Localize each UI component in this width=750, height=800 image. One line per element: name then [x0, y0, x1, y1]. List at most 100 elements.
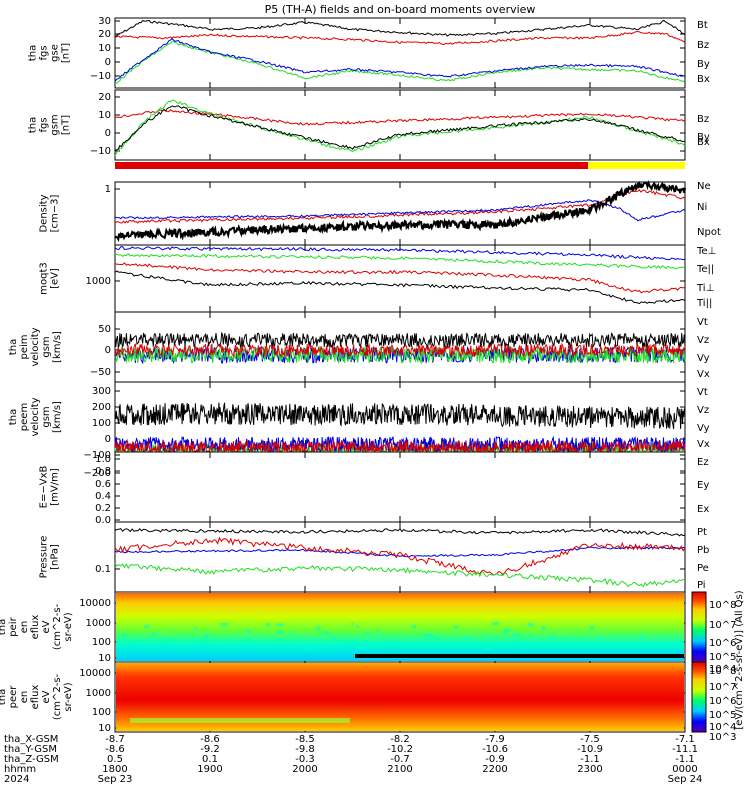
mode-bar-segment [588, 162, 685, 169]
legend-label: Ti|| [696, 298, 712, 309]
colorbar-tick: 10^8 [709, 666, 736, 677]
ion-spectrogram-speck [160, 638, 167, 642]
ylabel-line: en [19, 621, 30, 634]
ion-spectrogram-speck [315, 626, 321, 630]
y-tick-label: 100 [92, 637, 111, 648]
legend-label: Vt [697, 387, 708, 398]
panel-frame [114, 521, 686, 593]
y-tick-label: 0 [105, 434, 111, 445]
x-col-value: -7.9 [485, 734, 505, 745]
y-tick-label: 0.1 [95, 564, 111, 575]
y-tick-label: 10 [98, 653, 111, 664]
trace-Bx [114, 37, 686, 82]
legend-label: By [697, 59, 710, 70]
ylabel-line: sr-eV) [63, 612, 74, 641]
legend-label: Vz [697, 335, 709, 346]
ylabel-line: gsm [41, 406, 52, 427]
ylabel-line: eflux [30, 615, 41, 640]
ion-spectrogram-speck [376, 629, 380, 633]
x-col-value: 1800 [102, 764, 127, 775]
ylabel-line: (cm^2-s- [52, 673, 63, 720]
ylabel-line: [cm−3] [50, 195, 61, 233]
colorbar-tick: 10^5 [709, 710, 736, 721]
ion-spectrogram-speck [276, 630, 284, 634]
colorbar-tick: 10^6 [709, 696, 736, 707]
figure-title: P5 (TH-A) fields and on-board moments ov… [265, 3, 536, 16]
x-col-value: -1.1 [675, 754, 695, 765]
trace-Vy-e [114, 441, 686, 453]
x-col-value: 0.5 [107, 754, 123, 765]
ion-spectrogram-speck [276, 623, 284, 627]
x-col-value: 2200 [482, 764, 507, 775]
legend-label: Ey [697, 480, 709, 491]
ion-spectrogram-speck [472, 643, 481, 647]
y-tick-label: 0.2 [95, 503, 111, 514]
ion-spectrogram-speck [332, 636, 336, 640]
colorbar: 10^810^710^610^510^410^810^710^610^510^4… [691, 590, 745, 743]
ylabel-line: [km/s] [52, 401, 63, 433]
x-col-value: -10.6 [482, 744, 508, 755]
ion-spectrogram-speck [365, 631, 370, 635]
x-row-label: tha_Y-GSM [4, 744, 57, 755]
ion-spectrogram-band [355, 654, 684, 658]
ion-spectrogram-speck [549, 636, 556, 640]
y-tick-label: 10 [98, 723, 111, 734]
ylabel-line: sr-eV) [63, 682, 74, 711]
x-col-value: -10.9 [577, 744, 603, 755]
ion-spectrogram-speck [303, 643, 310, 647]
y-tick-label: 0.4 [95, 491, 111, 502]
ion-spectrogram-speck [245, 629, 251, 633]
panel-frame [114, 311, 686, 383]
y-tick-label: 0.0 [95, 515, 111, 526]
ion-spectrogram-speck [302, 646, 310, 650]
x-row-label: tha_Z-GSM [4, 754, 59, 765]
legend-label: Ti⊥ [696, 283, 714, 294]
colorbar-tick: 10^7 [709, 620, 736, 631]
ylabel-line: tha [8, 339, 19, 355]
colorbar-tick: 10^5 [709, 652, 736, 663]
y-tick-label: 10000 [79, 668, 111, 679]
x-col-value: -8.2 [390, 734, 410, 745]
panel-efield: E=−VxB[mV/m] 1.00.8 0.60.40.20.0 Ez Ey Ex [39, 451, 709, 526]
panel-temp: moqt3[eV] 1000 Te⊥ Te|| Ti⊥ Ti|| [39, 244, 716, 313]
y-tick-label: −200 [84, 468, 111, 479]
ion-spectrogram-speck [606, 645, 610, 649]
colorbar-tick: 10^3 [709, 732, 736, 743]
ylabel-line: [nT] [61, 115, 72, 135]
ion-spectrogram-speck [144, 625, 150, 629]
y-tick-label: −100 [84, 450, 111, 461]
x-row-label: tha_X-GSM [4, 734, 58, 745]
ion-spectrogram-speck [589, 626, 595, 630]
y-tick-label: 100 [92, 707, 111, 718]
ion-spectrogram-speck [356, 624, 359, 628]
trace-Vt-e [114, 402, 686, 430]
x-col-value: -7.1 [675, 734, 695, 745]
panel-peim-vel: thapeimvelocitygsm[km/s] 50 0 −50 Vt Vz Vy Vx [8, 311, 710, 383]
panel-ylabel: E=−VxB[mV/m] [39, 466, 61, 509]
legend-label: Bz [697, 40, 709, 51]
ion-spectrogram-speck [485, 642, 492, 646]
x-col-value: -0.9 [485, 754, 505, 765]
x-col-value: -10.2 [387, 744, 413, 755]
trace-Ti-par [114, 252, 686, 270]
y-tick-label: 1000 [86, 688, 111, 699]
ylabel-line: gse [50, 44, 61, 62]
y-tick-label: 10 [98, 110, 111, 121]
x-col-value: -0.7 [390, 754, 410, 765]
y-tick-label: 1000 [86, 618, 111, 629]
trace-Bt [114, 19, 686, 38]
ylabel-line: tha [8, 409, 19, 425]
ylabel-line: peem [19, 403, 30, 431]
legend-label: Npot [697, 227, 721, 238]
ion-spectrogram-speck [347, 640, 355, 644]
panel-el-spec: thapeerenefluxeV(cm^2-s-sr-eV) 10000 1000 1… [0, 661, 686, 734]
ylabel-line: [mV/m] [50, 468, 61, 506]
ion-spectrogram-speck [411, 625, 417, 629]
x-col-value: 2300 [577, 764, 602, 775]
legend-label: Vx [697, 369, 710, 380]
ion-spectrogram-speck [120, 633, 128, 637]
x-col-value: -0.3 [295, 754, 315, 765]
y-tick-label: 0 [105, 128, 111, 139]
trace-Bz-gsm [114, 108, 686, 126]
ion-spectrogram-speck [504, 628, 511, 632]
